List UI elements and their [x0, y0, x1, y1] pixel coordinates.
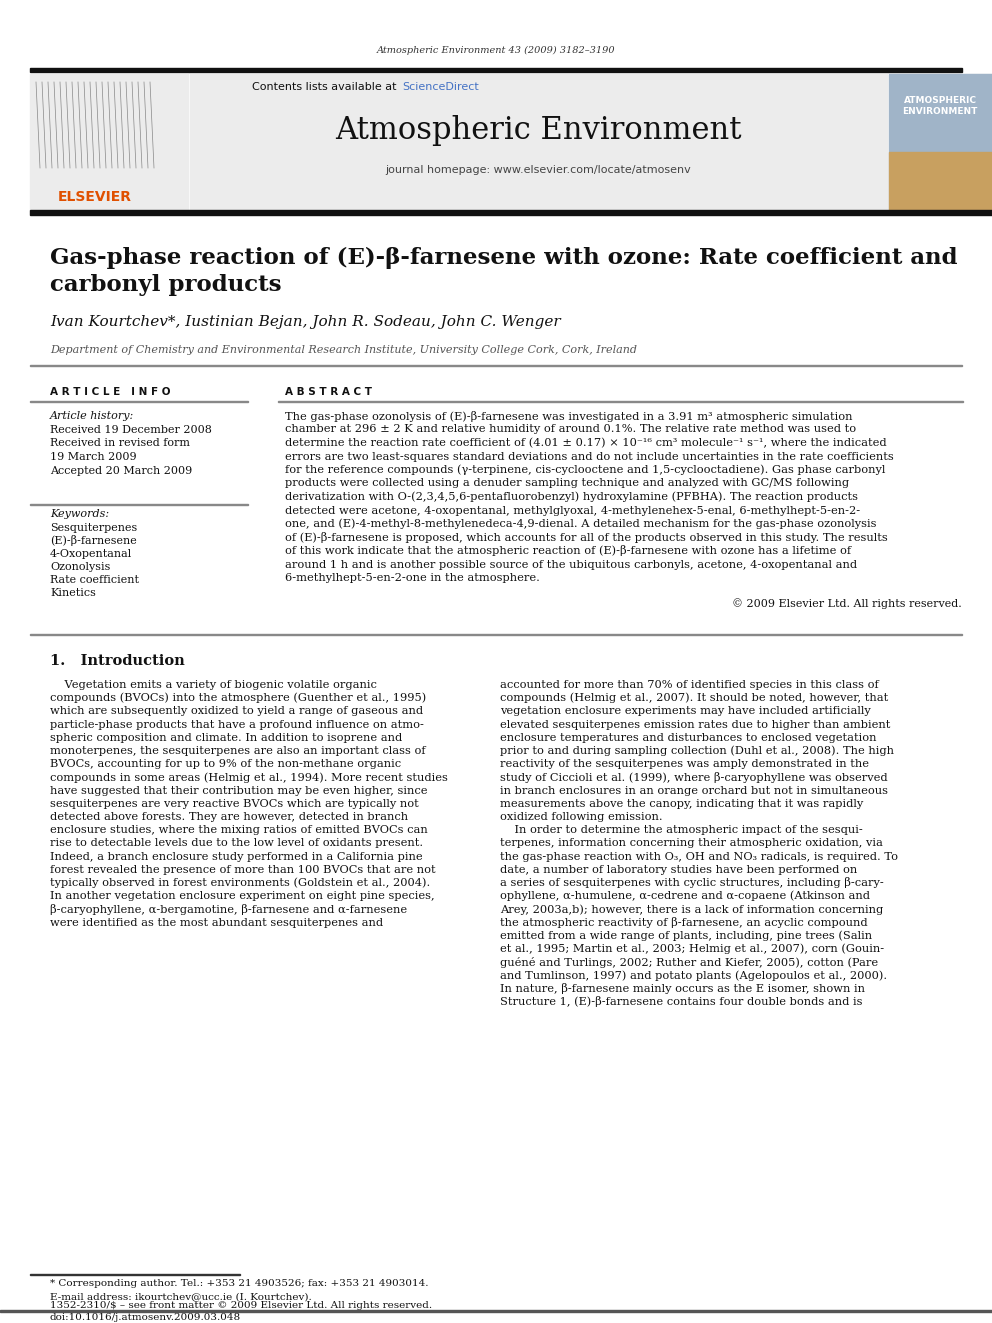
- Text: detected were acetone, 4-oxopentanal, methylglyoxal, 4-methylenehex-5-enal, 6-me: detected were acetone, 4-oxopentanal, me…: [285, 505, 860, 516]
- Text: typically observed in forest environments (Goldstein et al., 2004).: typically observed in forest environment…: [50, 877, 431, 888]
- Text: elevated sesquiterpenes emission rates due to higher than ambient: elevated sesquiterpenes emission rates d…: [500, 720, 891, 729]
- Text: a series of sesquiterpenes with cyclic structures, including β-cary-: a series of sesquiterpenes with cyclic s…: [500, 877, 884, 889]
- Text: oxidized following emission.: oxidized following emission.: [500, 812, 663, 822]
- Text: In another vegetation enclosure experiment on eight pine species,: In another vegetation enclosure experime…: [50, 892, 434, 901]
- Text: forest revealed the presence of more than 100 BVOCs that are not: forest revealed the presence of more tha…: [50, 865, 435, 875]
- Bar: [889, 74, 992, 210]
- Text: derivatization with O-(2,3,4,5,6-pentafluorobenzyl) hydroxylamine (PFBHA). The r: derivatization with O-(2,3,4,5,6-pentafl…: [285, 492, 858, 503]
- Text: 1352-2310/$ – see front matter © 2009 Elsevier Ltd. All rights reserved.: 1352-2310/$ – see front matter © 2009 El…: [50, 1301, 433, 1310]
- Text: in branch enclosures in an orange orchard but not in simultaneous: in branch enclosures in an orange orchar…: [500, 786, 888, 795]
- Text: measurements above the canopy, indicating that it was rapidly: measurements above the canopy, indicatin…: [500, 799, 863, 808]
- Bar: [190, 74, 887, 210]
- Text: Kinetics: Kinetics: [50, 587, 96, 598]
- Text: compounds in some areas (Helmig et al., 1994). More recent studies: compounds in some areas (Helmig et al., …: [50, 773, 447, 783]
- Text: errors are two least-squares standard deviations and do not include uncertaintie: errors are two least-squares standard de…: [285, 451, 894, 462]
- Text: of (E)-β-farnesene is proposed, which accounts for all of the products observed : of (E)-β-farnesene is proposed, which ac…: [285, 532, 888, 542]
- Text: of this work indicate that the atmospheric reaction of (E)-β-farnesene with ozon: of this work indicate that the atmospher…: [285, 545, 851, 557]
- Text: rise to detectable levels due to the low level of oxidants present.: rise to detectable levels due to the low…: [50, 839, 424, 848]
- Text: In nature, β-farnesene mainly occurs as the E isomer, shown in: In nature, β-farnesene mainly occurs as …: [500, 983, 865, 994]
- Bar: [889, 74, 992, 210]
- Text: Ivan Kourtchev*, Iustinian Bejan, John R. Sodeau, John C. Wenger: Ivan Kourtchev*, Iustinian Bejan, John R…: [50, 315, 560, 329]
- Bar: [30, 74, 188, 210]
- Text: (E)-β-farnesene: (E)-β-farnesene: [50, 536, 137, 546]
- Text: for the reference compounds (γ-terpinene, cis-cyclooctene and 1,5-cyclooctadiene: for the reference compounds (γ-terpinene…: [285, 464, 886, 475]
- Text: A B S T R A C T: A B S T R A C T: [285, 388, 372, 397]
- Text: guéné and Turlings, 2002; Ruther and Kiefer, 2005), cotton (Pare: guéné and Turlings, 2002; Ruther and Kie…: [500, 957, 878, 967]
- Text: Ozonolysis: Ozonolysis: [50, 562, 110, 572]
- Text: carbonyl products: carbonyl products: [50, 274, 282, 296]
- Text: Atmospheric Environment: Atmospheric Environment: [334, 115, 741, 146]
- Text: Structure 1, (E)-β-farnesene contains four double bonds and is: Structure 1, (E)-β-farnesene contains fo…: [500, 996, 862, 1007]
- Text: determine the reaction rate coefficient of (4.01 ± 0.17) × 10⁻¹⁶ cm³ molecule⁻¹ : determine the reaction rate coefficient …: [285, 438, 887, 448]
- Text: accounted for more than 70% of identified species in this class of: accounted for more than 70% of identifie…: [500, 680, 879, 691]
- Text: chamber at 296 ± 2 K and relative humidity of around 0.1%. The relative rate met: chamber at 296 ± 2 K and relative humidi…: [285, 425, 856, 434]
- Text: Keywords:: Keywords:: [50, 509, 109, 519]
- Text: 1.   Introduction: 1. Introduction: [50, 654, 185, 668]
- Text: Contents lists available at: Contents lists available at: [252, 82, 400, 93]
- Text: Rate coefficient: Rate coefficient: [50, 576, 139, 585]
- Text: Atmospheric Environment 43 (2009) 3182–3190: Atmospheric Environment 43 (2009) 3182–3…: [377, 45, 615, 54]
- Text: BVOCs, accounting for up to 9% of the non-methane organic: BVOCs, accounting for up to 9% of the no…: [50, 759, 401, 769]
- Text: Vegetation emits a variety of biogenic volatile organic: Vegetation emits a variety of biogenic v…: [50, 680, 377, 691]
- Text: around 1 h and is another possible source of the ubiquitous carbonyls, acetone, : around 1 h and is another possible sourc…: [285, 560, 857, 569]
- Text: A R T I C L E   I N F O: A R T I C L E I N F O: [50, 388, 171, 397]
- Text: Received in revised form: Received in revised form: [50, 438, 190, 448]
- Text: Gas-phase reaction of (E)-β-farnesene with ozone: Rate coefficient and: Gas-phase reaction of (E)-β-farnesene wi…: [50, 247, 957, 269]
- Text: have suggested that their contribution may be even higher, since: have suggested that their contribution m…: [50, 786, 428, 795]
- Text: enclosure temperatures and disturbances to enclosed vegetation: enclosure temperatures and disturbances …: [500, 733, 877, 742]
- Text: journal homepage: www.elsevier.com/locate/atmosenv: journal homepage: www.elsevier.com/locat…: [385, 165, 690, 175]
- Text: ELSEVIER: ELSEVIER: [58, 191, 132, 204]
- Text: study of Ciccioli et al. (1999), where β-caryophyllene was observed: study of Ciccioli et al. (1999), where β…: [500, 771, 888, 783]
- Text: Received 19 December 2008: Received 19 December 2008: [50, 425, 212, 435]
- Text: ScienceDirect: ScienceDirect: [402, 82, 479, 93]
- Text: β-caryophyllene, α-bergamotine, β-farnesene and α-farnesene: β-caryophyllene, α-bergamotine, β-farnes…: [50, 904, 407, 916]
- Text: enclosure studies, where the mixing ratios of emitted BVOCs can: enclosure studies, where the mixing rati…: [50, 826, 428, 835]
- Text: ophyllene, α-humulene, α-cedrene and α-copaene (Atkinson and: ophyllene, α-humulene, α-cedrene and α-c…: [500, 890, 870, 901]
- Text: and Tumlinson, 1997) and potato plants (Agelopoulos et al., 2000).: and Tumlinson, 1997) and potato plants (…: [500, 970, 887, 980]
- Bar: [889, 152, 992, 210]
- Text: the gas-phase reaction with O₃, OH and NO₃ radicals, is required. To: the gas-phase reaction with O₃, OH and N…: [500, 852, 898, 861]
- Text: * Corresponding author. Tel.: +353 21 4903526; fax: +353 21 4903014.: * Corresponding author. Tel.: +353 21 49…: [50, 1279, 429, 1289]
- Text: The gas-phase ozonolysis of (E)-β-farnesene was investigated in a 3.91 m³ atmosp: The gas-phase ozonolysis of (E)-β-farnes…: [285, 410, 852, 422]
- Text: vegetation enclosure experiments may have included artificially: vegetation enclosure experiments may hav…: [500, 706, 871, 716]
- Text: Arey, 2003a,b); however, there is a lack of information concerning: Arey, 2003a,b); however, there is a lack…: [500, 904, 883, 914]
- Text: the atmospheric reactivity of β-farnesene, an acyclic compound: the atmospheric reactivity of β-farnesen…: [500, 917, 868, 929]
- Text: sesquiterpenes are very reactive BVOCs which are typically not: sesquiterpenes are very reactive BVOCs w…: [50, 799, 419, 808]
- Text: date, a number of laboratory studies have been performed on: date, a number of laboratory studies hav…: [500, 865, 857, 875]
- Text: Department of Chemistry and Environmental Research Institute, University College: Department of Chemistry and Environmenta…: [50, 345, 637, 355]
- Text: detected above forests. They are however, detected in branch: detected above forests. They are however…: [50, 812, 408, 822]
- Text: compounds (Helmig et al., 2007). It should be noted, however, that: compounds (Helmig et al., 2007). It shou…: [500, 693, 888, 704]
- Text: E-mail address: ikourtchev@ucc.ie (I. Kourtchev).: E-mail address: ikourtchev@ucc.ie (I. Ko…: [50, 1293, 311, 1302]
- Text: monoterpenes, the sesquiterpenes are also an important class of: monoterpenes, the sesquiterpenes are als…: [50, 746, 426, 755]
- Text: In order to determine the atmospheric impact of the sesqui-: In order to determine the atmospheric im…: [500, 826, 863, 835]
- Text: particle-phase products that have a profound influence on atmo-: particle-phase products that have a prof…: [50, 720, 424, 729]
- Text: which are subsequently oxidized to yield a range of gaseous and: which are subsequently oxidized to yield…: [50, 706, 424, 716]
- Text: 6-methylhept-5-en-2-one in the atmosphere.: 6-methylhept-5-en-2-one in the atmospher…: [285, 573, 540, 583]
- Text: Sesquiterpenes: Sesquiterpenes: [50, 523, 137, 533]
- Text: products were collected using a denuder sampling technique and analyzed with GC/: products were collected using a denuder …: [285, 479, 849, 488]
- Text: emitted from a wide range of plants, including, pine trees (Salin: emitted from a wide range of plants, inc…: [500, 930, 872, 941]
- Text: reactivity of the sesquiterpenes was amply demonstrated in the: reactivity of the sesquiterpenes was amp…: [500, 759, 869, 769]
- Bar: [30, 210, 992, 216]
- Text: 19 March 2009: 19 March 2009: [50, 452, 137, 462]
- Text: ATMOSPHERIC
ENVIRONMENT: ATMOSPHERIC ENVIRONMENT: [903, 95, 978, 116]
- Text: one, and (E)-4-methyl-8-methylenedeca-4,9-dienal. A detailed mechanism for the g: one, and (E)-4-methyl-8-methylenedeca-4,…: [285, 519, 877, 529]
- Text: et al., 1995; Martin et al., 2003; Helmig et al., 2007), corn (Gouin-: et al., 1995; Martin et al., 2003; Helmi…: [500, 943, 884, 954]
- Bar: [30, 67, 962, 71]
- Text: doi:10.1016/j.atmosenv.2009.03.048: doi:10.1016/j.atmosenv.2009.03.048: [50, 1312, 241, 1322]
- Text: spheric composition and climate. In addition to isoprene and: spheric composition and climate. In addi…: [50, 733, 402, 742]
- Text: Indeed, a branch enclosure study performed in a California pine: Indeed, a branch enclosure study perform…: [50, 852, 423, 861]
- Text: 4-Oxopentanal: 4-Oxopentanal: [50, 549, 132, 560]
- Bar: [0, 1310, 992, 1312]
- Text: © 2009 Elsevier Ltd. All rights reserved.: © 2009 Elsevier Ltd. All rights reserved…: [732, 598, 962, 610]
- Text: Article history:: Article history:: [50, 411, 134, 421]
- Text: prior to and during sampling collection (Duhl et al., 2008). The high: prior to and during sampling collection …: [500, 746, 894, 757]
- Text: were identified as the most abundant sesquiterpenes and: were identified as the most abundant ses…: [50, 918, 383, 927]
- Text: terpenes, information concerning their atmospheric oxidation, via: terpenes, information concerning their a…: [500, 839, 883, 848]
- Text: Accepted 20 March 2009: Accepted 20 March 2009: [50, 466, 192, 475]
- Text: compounds (BVOCs) into the atmosphere (Guenther et al., 1995): compounds (BVOCs) into the atmosphere (G…: [50, 693, 427, 704]
